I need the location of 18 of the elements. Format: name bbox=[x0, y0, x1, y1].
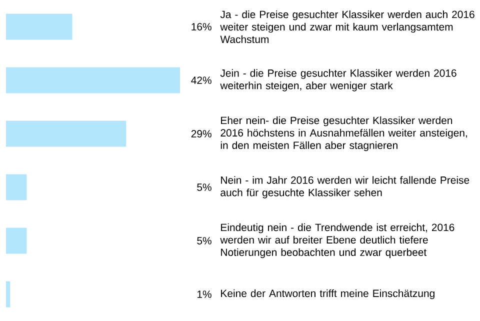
data-label: 42% bbox=[191, 76, 212, 84]
bar bbox=[6, 120, 126, 147]
data-label: 29% bbox=[191, 130, 212, 138]
bar bbox=[6, 281, 10, 308]
bar bbox=[6, 67, 180, 94]
data-label: 5% bbox=[197, 237, 212, 244]
y-tick-label: Ja - die Preise gesuchter Klassiker werden auch 2016 weiter steigen und zwar mit kaum verlangsamtem Wachstum bbox=[220, 10, 474, 44]
data-label: 16% bbox=[192, 23, 212, 30]
bar bbox=[6, 174, 27, 200]
y-tick-label: Eindeutig nein - die Trendwende ist erreicht, 2016 werden wir auf breiter Ebene deutlich tiefere Notierungen beobachten und zwar querbeet bbox=[220, 223, 454, 258]
y-tick-label: Nein - im Jahr 2016 werden wir leicht fallende Preise auch für gesuchte Klassiker sehen bbox=[220, 176, 470, 198]
data-label: 1% bbox=[197, 290, 212, 298]
y-tick-label: Keine der Antworten trifft meine Einschätzung bbox=[221, 289, 434, 300]
y-tick-label: Jein - die Preise gesuchter Klassiker werden 2016 weiterhin steigen, aber weniger stark bbox=[220, 69, 456, 92]
bar bbox=[6, 14, 72, 40]
data-label: 5% bbox=[197, 184, 212, 191]
bar bbox=[6, 228, 27, 254]
y-tick-label: Eher nein- die Preise gesuchter Klassiker werden 2016 höchstens in Ausnahmefällen weiter ansteigen, in den meisten Fällen aber stagnieren bbox=[220, 116, 467, 152]
